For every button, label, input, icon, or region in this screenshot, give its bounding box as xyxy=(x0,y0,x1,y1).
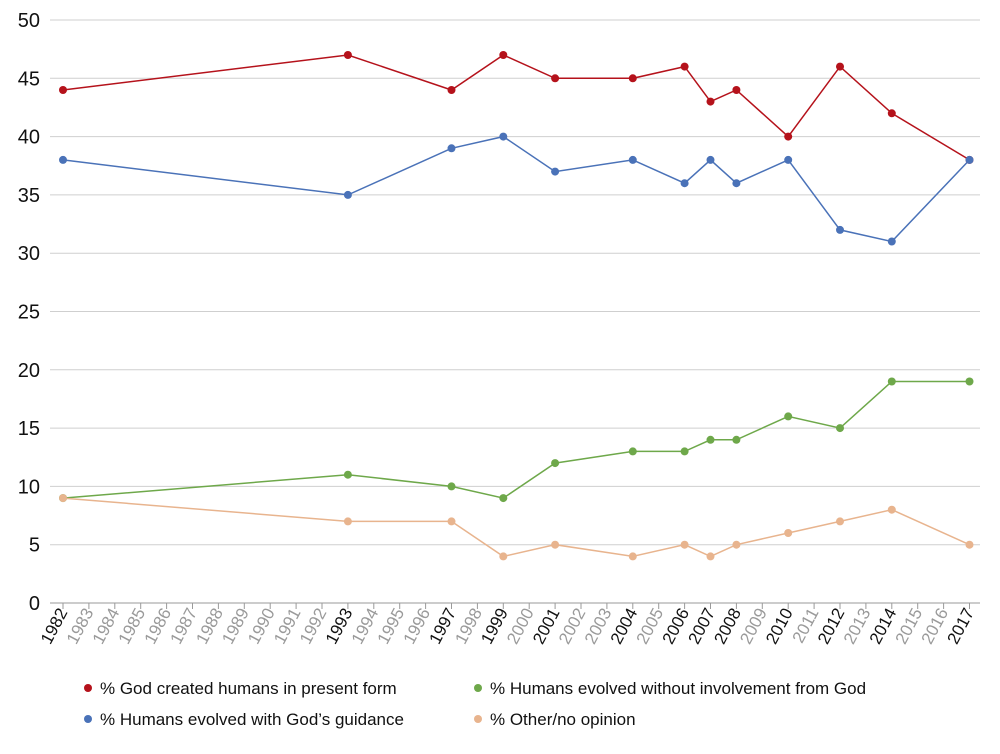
data-point-s2-2006 xyxy=(680,447,689,456)
data-point-s2-1993 xyxy=(343,470,352,479)
data-point-s1-2004 xyxy=(628,155,637,164)
data-point-s0-2014 xyxy=(887,109,896,118)
series-line-0 xyxy=(62,54,970,161)
legend-item-3: % Other/no opinion xyxy=(474,710,636,729)
data-point-s0-2007 xyxy=(706,97,715,106)
legend-item-2: % Humans evolved without involvement fro… xyxy=(474,679,866,698)
data-point-s2-2012 xyxy=(836,424,844,433)
data-point-s3-2017 xyxy=(965,540,974,549)
data-point-s3-2007 xyxy=(706,552,715,561)
legend-label-2: % Humans evolved without involvement fro… xyxy=(490,679,866,698)
data-point-s1-2007 xyxy=(706,155,715,164)
data-point-s3-2012 xyxy=(836,517,844,526)
data-point-s1-2017 xyxy=(965,155,974,164)
data-point-s3-1997 xyxy=(447,517,456,526)
data-point-s1-2012 xyxy=(836,225,844,234)
series-lines xyxy=(62,54,971,558)
legend-label-3: % Other/no opinion xyxy=(490,710,636,729)
legend-label-0: % God created humans in present form xyxy=(100,679,397,698)
legend-label-1: % Humans evolved with God’s guidance xyxy=(100,710,404,729)
data-point-s3-2001 xyxy=(551,540,560,549)
data-point-s2-2017 xyxy=(965,377,974,386)
data-point-s1-2008 xyxy=(732,179,741,188)
series-line-1 xyxy=(62,135,971,243)
data-point-s0-2001 xyxy=(551,74,560,83)
x-tick-label-2017: 2017 xyxy=(943,605,978,647)
legend-marker-3 xyxy=(474,715,482,723)
legend-marker-0 xyxy=(84,684,92,692)
legend-item-1: % Humans evolved with God’s guidance xyxy=(84,710,404,729)
y-tick-label-20: 20 xyxy=(18,360,40,382)
data-point-s1-1993 xyxy=(343,190,352,199)
data-point-s1-2010 xyxy=(784,155,793,164)
data-point-s0-1997 xyxy=(447,86,456,94)
data-point-s0-1993 xyxy=(343,51,352,59)
data-point-s1-2001 xyxy=(551,167,560,176)
data-point-s0-1982 xyxy=(59,86,67,94)
legend: % God created humans in present form % Hu… xyxy=(84,679,866,729)
legend-item-0: % God created humans in present form xyxy=(84,679,397,698)
data-point-s2-1997 xyxy=(447,482,456,491)
data-point-s0-2012 xyxy=(836,62,844,71)
series-points xyxy=(59,51,974,561)
y-tick-label-0: 0 xyxy=(29,593,40,615)
data-point-s3-2006 xyxy=(680,540,689,549)
x-tick-label-2010: 2010 xyxy=(762,605,797,647)
data-point-s1-2006 xyxy=(680,179,689,188)
y-tick-label-35: 35 xyxy=(18,185,40,207)
y-axis-ticks: 0 5 10 15 20 25 30 35 40 45 50 xyxy=(18,10,40,615)
data-point-s0-2008 xyxy=(732,86,741,94)
y-tick-label-30: 30 xyxy=(18,243,40,265)
x-axis: 1982198319841985198619871988198919901991… xyxy=(37,602,980,647)
data-point-s0-2010 xyxy=(784,132,793,141)
data-point-s3-2004 xyxy=(628,552,637,561)
data-point-s2-1999 xyxy=(499,494,508,503)
data-point-s3-2014 xyxy=(887,505,896,514)
data-point-s3-2010 xyxy=(784,529,793,537)
data-point-s3-1982 xyxy=(59,494,67,503)
series-line-2 xyxy=(62,380,970,499)
y-tick-label-25: 25 xyxy=(18,302,40,324)
data-point-s3-1999 xyxy=(499,552,508,561)
y-tick-label-45: 45 xyxy=(18,68,40,90)
gridlines xyxy=(50,19,980,546)
data-point-s1-1999 xyxy=(499,132,508,141)
data-point-s2-2014 xyxy=(887,377,896,386)
data-point-s1-1982 xyxy=(59,155,67,164)
data-point-s1-1997 xyxy=(447,144,456,153)
data-point-s2-2007 xyxy=(706,435,715,444)
data-point-s0-1999 xyxy=(499,51,508,59)
y-tick-label-5: 5 xyxy=(29,535,40,557)
data-point-s0-2006 xyxy=(680,62,689,71)
data-point-s3-2008 xyxy=(732,540,741,549)
data-point-s2-2001 xyxy=(551,459,560,468)
y-tick-label-10: 10 xyxy=(18,476,40,498)
y-tick-label-50: 50 xyxy=(18,10,40,32)
data-point-s2-2010 xyxy=(784,412,793,421)
data-point-s1-2014 xyxy=(887,237,896,246)
data-point-s2-2008 xyxy=(732,435,741,444)
data-point-s0-2004 xyxy=(628,74,637,83)
legend-marker-2 xyxy=(474,684,482,692)
y-tick-label-40: 40 xyxy=(18,127,40,149)
data-point-s2-2004 xyxy=(628,447,637,456)
data-point-s3-1993 xyxy=(343,517,352,526)
legend-marker-1 xyxy=(84,715,92,723)
y-tick-label-15: 15 xyxy=(18,418,40,440)
series-line-3 xyxy=(62,497,970,558)
